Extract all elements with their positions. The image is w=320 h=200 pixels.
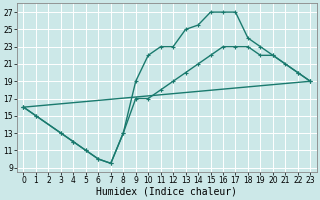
X-axis label: Humidex (Indice chaleur): Humidex (Indice chaleur): [96, 187, 237, 197]
